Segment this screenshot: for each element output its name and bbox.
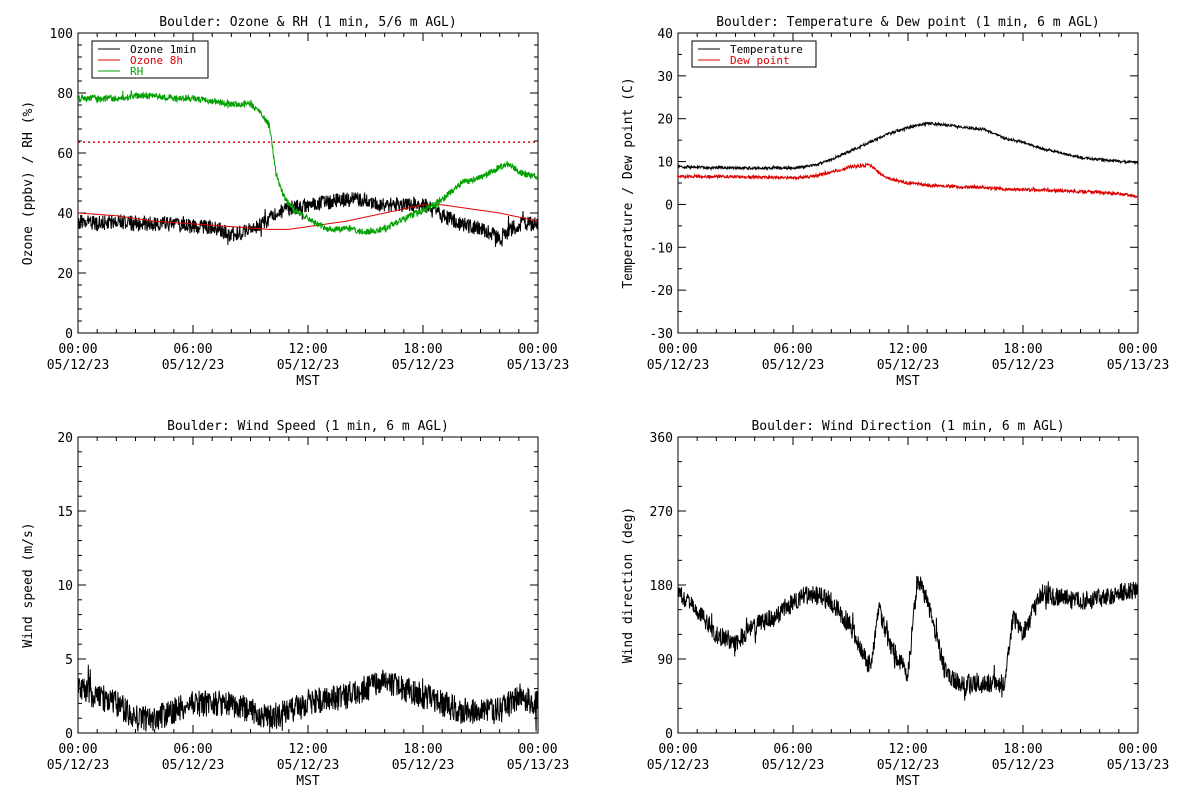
y-tick-label: 40 — [57, 207, 73, 222]
series-line-rh — [78, 90, 538, 236]
x-tick-date-label: 05/12/23 — [877, 758, 940, 773]
x-tick-date-label: 05/13/23 — [507, 758, 570, 773]
legend-label: Ozone 1min — [130, 43, 196, 56]
y-axis-label: Ozone (ppbv) / RH (%) — [21, 101, 36, 265]
y-tick-label: 80 — [57, 87, 73, 102]
x-tick-date-label: 05/13/23 — [507, 358, 570, 373]
chart-title: Boulder: Wind Direction (1 min, 6 m AGL) — [751, 419, 1064, 434]
x-tick-time-label: 00:00 — [58, 742, 97, 757]
chart-title: Boulder: Wind Speed (1 min, 6 m AGL) — [167, 419, 449, 434]
legend-box — [691, 40, 817, 68]
x-tick-time-label: 00:00 — [58, 342, 97, 357]
chart-panel-4: Boulder: Wind Direction (1 min, 6 m AGL)… — [621, 419, 1169, 789]
x-axis-label: MST — [296, 374, 320, 389]
x-tick-time-label: 12:00 — [888, 742, 927, 757]
y-tick-label: 0 — [665, 198, 673, 213]
y-tick-label: 5 — [65, 653, 73, 668]
x-tick-time-label: 06:00 — [773, 742, 812, 757]
series-line-temperature — [678, 121, 1138, 172]
plot-frame — [677, 436, 1139, 734]
x-tick-time-label: 18:00 — [1003, 742, 1042, 757]
y-tick-label: 30 — [657, 70, 673, 85]
series-line — [678, 575, 1138, 701]
x-axis-label: MST — [896, 374, 920, 389]
x-tick-date-label: 05/12/23 — [162, 358, 225, 373]
chart-panel-1: Boulder: Ozone & RH (1 min, 5/6 m AGL) 0 2… — [21, 15, 569, 389]
x-axis-label: MST — [896, 774, 920, 789]
chart-panel-3: Boulder: Wind Speed (1 min, 6 m AGL) 0 5 10… — [21, 419, 569, 789]
y-tick-label: 0 — [665, 727, 673, 742]
legend-label: RH — [130, 65, 143, 78]
y-tick-label: 100 — [50, 27, 73, 42]
chart-panel-2: Boulder: Temperature & Dew point (1 min,… — [621, 15, 1169, 389]
y-tick-label: 15 — [57, 505, 73, 520]
x-tick-date-label: 05/12/23 — [277, 758, 340, 773]
legend-label: Dew point — [730, 54, 790, 67]
y-tick-label: 10 — [57, 579, 73, 594]
x-tick-time-label: 00:00 — [1118, 742, 1157, 757]
x-tick-date-label: 05/12/23 — [392, 758, 455, 773]
x-axis-label: MST — [296, 774, 320, 789]
series-line-ozone-8h — [78, 204, 538, 230]
y-tick-label: 270 — [650, 505, 673, 520]
x-tick-date-label: 05/13/23 — [1107, 758, 1170, 773]
y-axis-label: Temperature / Dew point (C) — [621, 77, 636, 288]
x-tick-time-label: 06:00 — [173, 742, 212, 757]
x-tick-time-label: 12:00 — [288, 742, 327, 757]
x-tick-time-label: 00:00 — [658, 342, 697, 357]
x-tick-time-label: 06:00 — [773, 342, 812, 357]
x-tick-date-label: 05/12/23 — [992, 358, 1055, 373]
x-tick-date-label: 05/12/23 — [392, 358, 455, 373]
series-line-ozone-1min — [78, 191, 538, 248]
x-tick-time-label: 18:00 — [403, 742, 442, 757]
series-line — [78, 664, 538, 732]
y-tick-label: 60 — [57, 147, 73, 162]
y-tick-label: -10 — [650, 241, 673, 256]
x-tick-date-label: 05/12/23 — [992, 758, 1055, 773]
y-tick-label: -20 — [650, 284, 673, 299]
x-tick-time-label: 18:00 — [403, 342, 442, 357]
y-tick-label: 20 — [57, 431, 73, 446]
y-tick-label: 0 — [65, 727, 73, 742]
x-tick-time-label: 12:00 — [288, 342, 327, 357]
legend-label: Temperature — [730, 43, 803, 56]
y-tick-label: 20 — [657, 113, 673, 128]
x-tick-date-label: 05/12/23 — [162, 758, 225, 773]
y-tick-label: 180 — [650, 579, 673, 594]
y-tick-label: 20 — [57, 267, 73, 282]
legend-label: Ozone 8h — [130, 54, 183, 67]
y-axis-label: Wind speed (m/s) — [21, 522, 36, 647]
y-axis-label: Wind direction (deg) — [621, 507, 636, 664]
y-tick-label: -30 — [650, 327, 673, 342]
y-tick-label: 0 — [65, 327, 73, 342]
plot-frame — [677, 32, 1139, 334]
x-tick-time-label: 00:00 — [518, 342, 557, 357]
y-tick-label: 10 — [657, 156, 673, 171]
x-tick-time-label: 00:00 — [518, 742, 557, 757]
x-tick-date-label: 05/12/23 — [47, 358, 110, 373]
x-tick-date-label: 05/12/23 — [647, 358, 710, 373]
x-tick-time-label: 00:00 — [658, 742, 697, 757]
series-line-dew-point — [678, 162, 1138, 199]
y-tick-label: 90 — [657, 653, 673, 668]
x-tick-date-label: 05/12/23 — [47, 758, 110, 773]
x-tick-time-label: 18:00 — [1003, 342, 1042, 357]
x-tick-date-label: 05/12/23 — [762, 758, 825, 773]
chart-title: Boulder: Ozone & RH (1 min, 5/6 m AGL) — [159, 15, 456, 30]
y-tick-label: 40 — [657, 27, 673, 42]
x-tick-date-label: 05/12/23 — [647, 758, 710, 773]
x-tick-time-label: 12:00 — [888, 342, 927, 357]
x-tick-time-label: 00:00 — [1118, 342, 1157, 357]
chart-title: Boulder: Temperature & Dew point (1 min,… — [716, 15, 1100, 30]
x-tick-time-label: 06:00 — [173, 342, 212, 357]
x-tick-date-label: 05/12/23 — [877, 358, 940, 373]
x-tick-date-label: 05/12/23 — [762, 358, 825, 373]
x-tick-date-label: 05/13/23 — [1107, 358, 1170, 373]
y-tick-label: 360 — [650, 431, 673, 446]
x-tick-date-label: 05/12/23 — [277, 358, 340, 373]
